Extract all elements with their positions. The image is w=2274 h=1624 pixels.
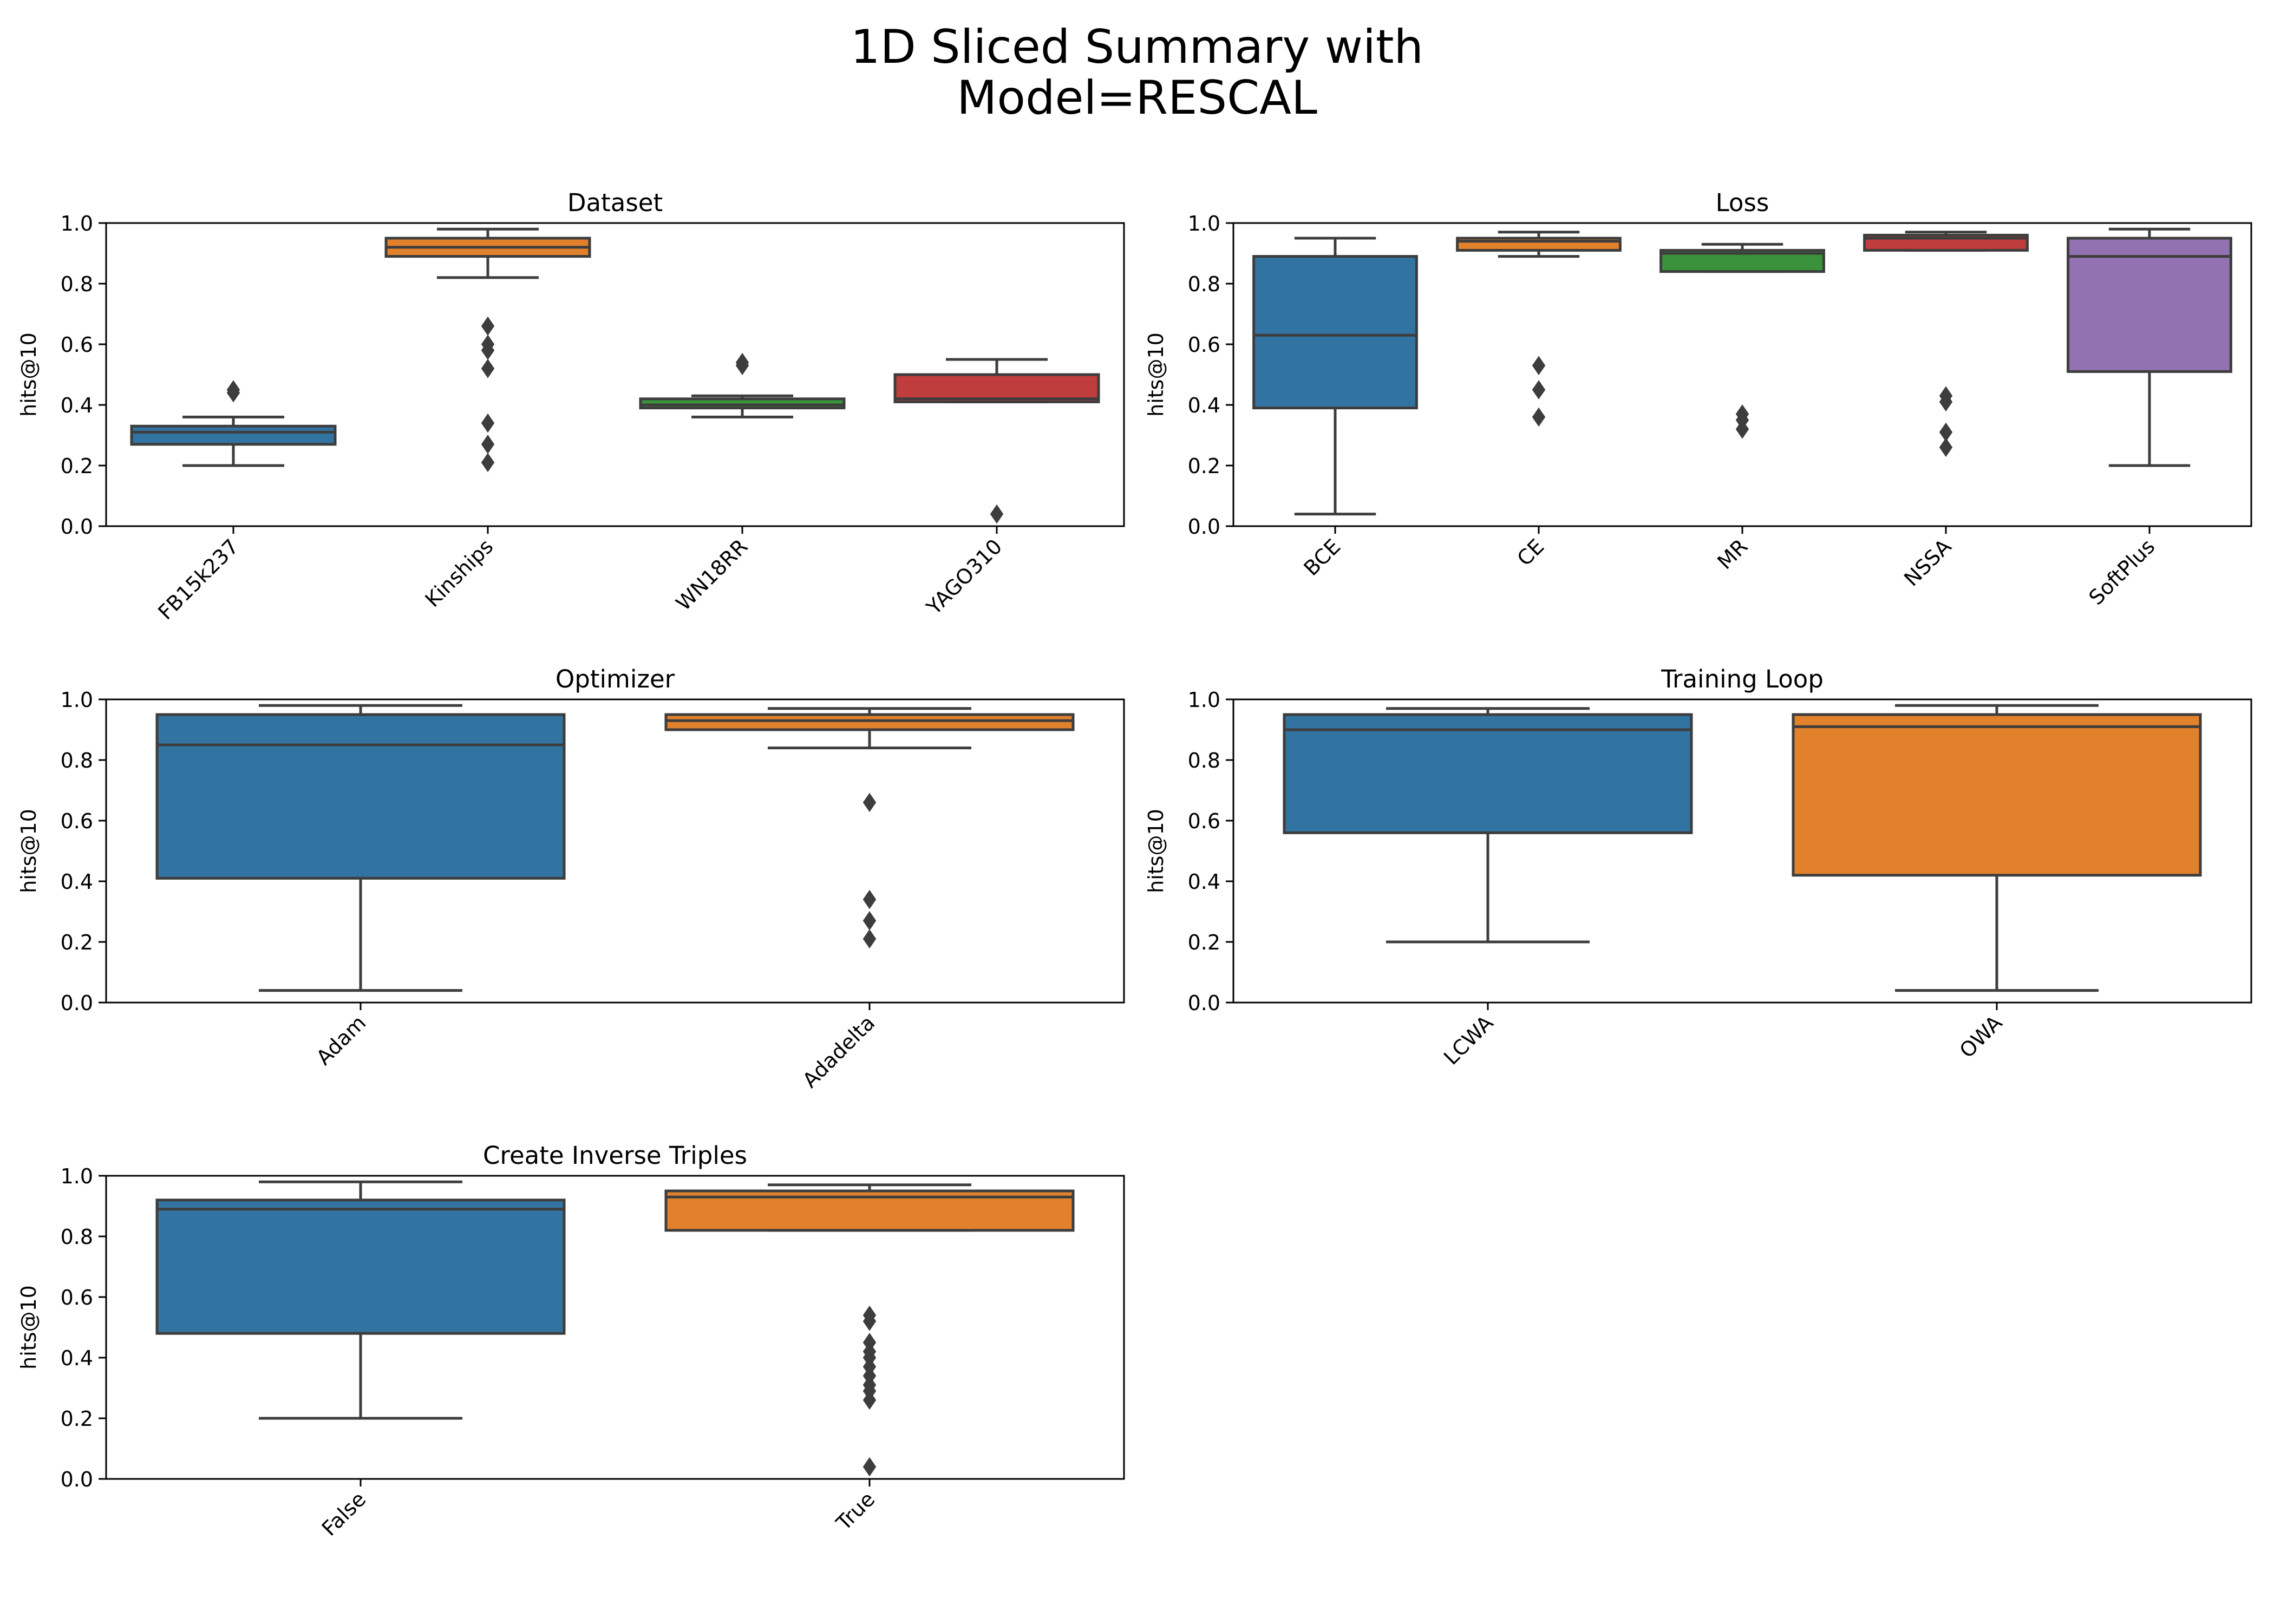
plot-frame <box>1232 698 2252 1004</box>
y-tick-label: 0.2 <box>61 931 93 954</box>
outlier-point <box>481 435 495 454</box>
y-axis-label: hits@10 <box>17 332 41 417</box>
y-tick-label: 0.0 <box>61 1468 93 1491</box>
plot-frame <box>105 222 1125 527</box>
y-tick-label: 1.0 <box>61 212 93 235</box>
outlier-point <box>862 1390 877 1410</box>
y-tick-label: 0.6 <box>1188 809 1220 833</box>
outlier-point <box>1735 420 1749 439</box>
y-tick-label: 0.4 <box>61 870 93 894</box>
y-tick-label: 1.0 <box>61 1164 93 1188</box>
x-tick-label: MR <box>1713 534 1752 574</box>
x-tick-label: BCE <box>1299 534 1345 580</box>
outlier-point <box>990 504 1004 524</box>
panel-title: Dataset <box>567 188 663 217</box>
box-Adam <box>155 713 566 880</box>
y-tick-label: 0.2 <box>61 1407 93 1431</box>
y-tick-label: 0.8 <box>1188 272 1220 296</box>
outlier-point <box>862 929 877 949</box>
x-tick-label: Adam <box>312 1011 371 1070</box>
y-tick-label: 0.4 <box>1188 394 1220 417</box>
y-tick-label: 0.8 <box>61 1225 93 1249</box>
box-LCWA <box>1283 713 1693 834</box>
panel-title: Optimizer <box>556 665 675 693</box>
outlier-point <box>226 380 240 400</box>
y-tick-label: 1.0 <box>61 688 93 712</box>
box-SoftPlus <box>2067 237 2232 373</box>
outlier-point <box>735 352 749 372</box>
figure-title-line2: Model=RESCAL <box>957 71 1317 125</box>
x-tick-label: Kinships <box>421 534 498 612</box>
y-tick-label: 0.0 <box>1188 991 1220 1015</box>
outlier-point <box>481 359 495 378</box>
y-tick-label: 0.6 <box>61 333 93 357</box>
outlier-point <box>481 413 495 433</box>
plot-frame <box>105 1175 1125 1480</box>
panel-title: Create Inverse Triples <box>483 1141 747 1170</box>
y-tick-label: 0.0 <box>1188 515 1220 539</box>
box-Adadelta <box>664 713 1075 731</box>
outlier-point <box>862 793 877 813</box>
y-tick-label: 1.0 <box>1188 688 1220 712</box>
plot-frame <box>105 698 1125 1004</box>
y-axis-label: hits@10 <box>17 809 41 893</box>
outlier-point <box>862 1457 877 1477</box>
plot-frame <box>1232 222 2252 527</box>
box-OWA <box>1792 713 2202 877</box>
x-tick-label: WN18RR <box>671 534 752 615</box>
y-tick-label: 0.2 <box>1188 454 1220 478</box>
outlier-point <box>1939 437 1953 457</box>
y-tick-label: 0.8 <box>61 749 93 772</box>
y-tick-label: 0.4 <box>61 1346 93 1370</box>
x-tick-label: False <box>317 1487 371 1541</box>
outlier-point <box>1532 356 1546 375</box>
y-tick-label: 1.0 <box>1188 212 1220 235</box>
box-YAGO310 <box>893 373 1100 403</box>
figure-title-line1: 1D Sliced Summary with <box>850 20 1424 74</box>
figure-title: 1D Sliced Summary with Model=RESCAL <box>0 22 2274 123</box>
y-tick-label: 0.8 <box>1188 749 1220 772</box>
box-FB15k237 <box>130 424 337 446</box>
x-tick-label: CE <box>1513 534 1549 571</box>
y-axis-label: hits@10 <box>1144 809 1168 893</box>
x-tick-label: Adadelta <box>798 1011 880 1092</box>
x-tick-label: FB15k237 <box>153 534 243 624</box>
outlier-point <box>862 1312 877 1331</box>
y-tick-label: 0.6 <box>1188 333 1220 357</box>
x-tick-label: True <box>831 1487 879 1535</box>
y-tick-label: 0.4 <box>61 394 93 417</box>
box-WN18RR <box>639 397 846 410</box>
y-axis-label: hits@10 <box>17 1285 41 1370</box>
y-tick-label: 0.2 <box>61 454 93 478</box>
y-tick-label: 0.6 <box>61 1286 93 1309</box>
outlier-point <box>1532 380 1546 400</box>
x-tick-label: NSSA <box>1899 534 1956 591</box>
y-tick-label: 0.0 <box>61 515 93 539</box>
outlier-point <box>862 911 877 931</box>
outlier-point <box>481 453 495 473</box>
x-tick-label: YAGO310 <box>922 534 1007 619</box>
y-axis-label: hits@10 <box>1144 332 1168 417</box>
panel-title: Training Loop <box>1661 665 1824 693</box>
panel-title: Loss <box>1716 188 1769 217</box>
y-tick-label: 0.8 <box>61 272 93 296</box>
y-tick-label: 0.4 <box>1188 870 1220 894</box>
outlier-point <box>862 889 877 909</box>
y-tick-label: 0.2 <box>1188 931 1220 954</box>
y-tick-label: 0.6 <box>61 809 93 833</box>
x-tick-label: OWA <box>1955 1011 2007 1063</box>
x-tick-label: LCWA <box>1439 1011 1498 1069</box>
outlier-point <box>481 316 495 336</box>
y-tick-label: 0.0 <box>61 991 93 1015</box>
box-BCE <box>1252 255 1418 410</box>
outlier-point <box>1939 392 1953 412</box>
box-False <box>155 1199 566 1335</box>
outlier-point <box>1532 407 1546 427</box>
x-tick-label: SoftPlus <box>2084 534 2160 610</box>
